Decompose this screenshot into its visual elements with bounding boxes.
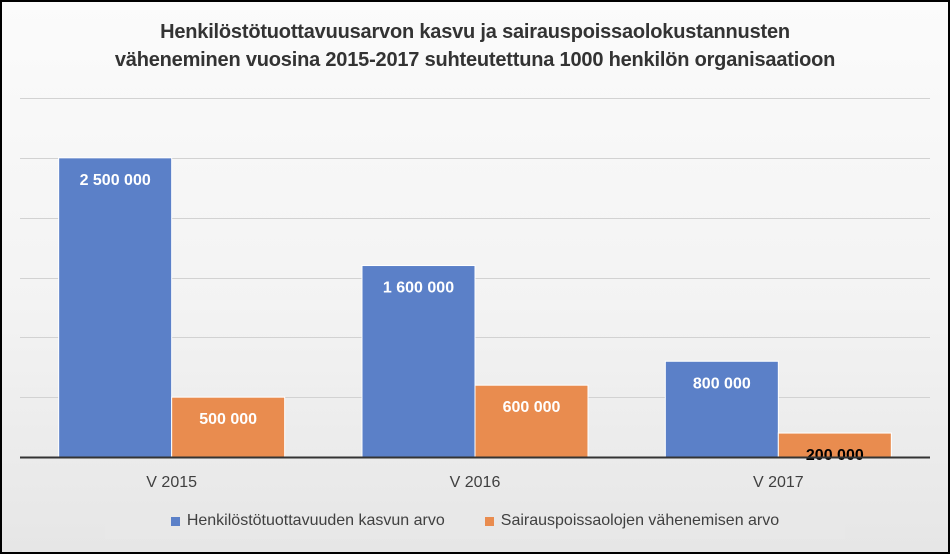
- data-label: 500 000: [199, 411, 257, 428]
- bar-sickleave-1: [474, 384, 589, 458]
- legend-item-sickleave: Sairauspoissaolojen vähenemisen arvo: [484, 512, 780, 530]
- legend-item-productivity: Henkilöstötuottavuuden kasvun arvo: [170, 512, 445, 530]
- category-label: V 2015: [146, 474, 197, 491]
- chart-legend: Henkilöstötuottavuuden kasvun arvo Saira…: [105, 503, 845, 539]
- category-label: V 2017: [753, 474, 804, 491]
- category-label: V 2016: [450, 474, 501, 491]
- bar-productivity-1: [361, 265, 476, 458]
- chart-title-line-2: väheneminen vuosina 2015-2017 suhteutett…: [114, 49, 836, 71]
- legend-swatch-sickleave: [484, 516, 494, 526]
- chart-title-line-1: Henkilöstötuottavuusarvon kasvu ja saira…: [160, 21, 790, 43]
- data-label: 200 000: [806, 447, 864, 464]
- chart-title: Henkilöstötuottavuusarvon kasvu ja saira…: [0, 18, 950, 74]
- data-label: 1 600 000: [383, 280, 454, 297]
- bar-productivity-2: [664, 360, 779, 458]
- data-label: 2 500 000: [80, 172, 151, 189]
- legend-label-productivity: Henkilöstötuottavuuden kasvun arvo: [186, 512, 445, 529]
- bar-sickleave-0: [171, 396, 286, 458]
- data-label: 800 000: [693, 375, 751, 392]
- legend-swatch-productivity: [170, 516, 180, 526]
- legend-label-sickleave: Sairauspoissaolojen vähenemisen arvo: [500, 512, 780, 529]
- bar-productivity-0: [58, 157, 173, 458]
- data-label: 600 000: [503, 399, 561, 416]
